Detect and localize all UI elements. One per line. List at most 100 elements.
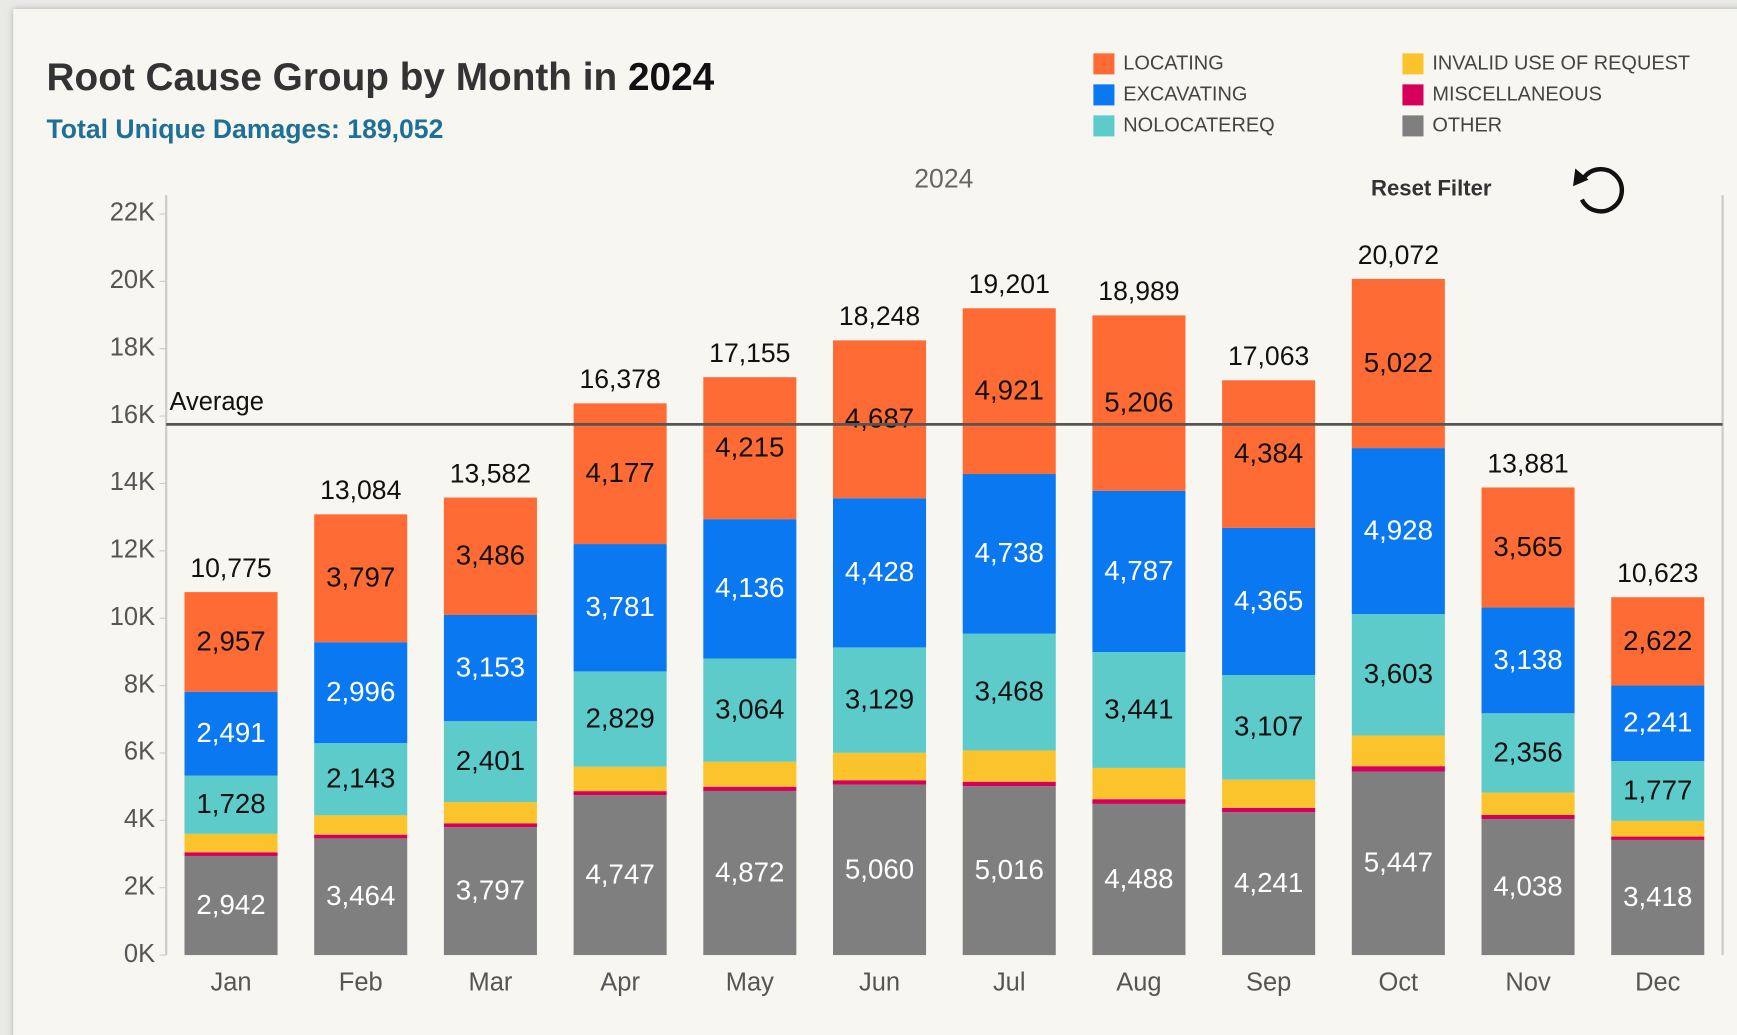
segment-label: 3,468 <box>975 675 1044 706</box>
bar-segment <box>1222 675 1316 780</box>
y-tick-label: 22K <box>110 199 155 227</box>
segment-label: 5,060 <box>845 853 914 884</box>
bar-segment <box>1481 607 1575 714</box>
bar-segment <box>1222 527 1316 676</box>
segment-label: 2,942 <box>196 889 265 920</box>
segment-label: 3,565 <box>1493 531 1562 562</box>
reset-label[interactable]: Reset Filter <box>1371 175 1492 200</box>
bar-segment <box>1092 490 1186 653</box>
bar-segment <box>1092 803 1186 956</box>
legend-swatch <box>1402 115 1424 137</box>
y-tick-label: 10K <box>110 603 155 631</box>
segment-label: 2,491 <box>196 717 265 748</box>
bar-segment <box>1351 771 1445 956</box>
segment-label: 4,921 <box>975 375 1044 406</box>
bar-segment <box>962 474 1056 634</box>
bar-segment <box>1481 792 1575 816</box>
y-tick-label: 4K <box>124 805 155 833</box>
x-tick-label: May <box>726 969 774 997</box>
segment-label: 4,428 <box>845 556 914 587</box>
bar-segment <box>833 647 927 753</box>
bar-segment <box>443 721 537 803</box>
y-tick-label: 18K <box>110 333 155 361</box>
segment-label: 5,022 <box>1364 347 1433 378</box>
segment-label: 4,687 <box>845 403 914 434</box>
segment-label: 3,797 <box>456 875 525 906</box>
x-tick-label: Jul <box>993 969 1026 997</box>
y-tick-label: 12K <box>110 536 155 564</box>
bar-segment <box>1481 713 1575 793</box>
total-label: 13,084 <box>320 475 401 505</box>
segment-label: 5,206 <box>1104 387 1173 418</box>
bar-segment <box>1611 820 1705 837</box>
y-tick-label: 16K <box>110 401 155 429</box>
bar-segment <box>962 308 1056 475</box>
bar-segment <box>184 775 278 834</box>
x-tick-label: Aug <box>1116 969 1161 997</box>
bar-segment <box>833 340 927 499</box>
total-label: 20,072 <box>1358 240 1439 270</box>
bar-segment <box>443 614 537 722</box>
bar-segment <box>573 671 667 767</box>
bar-segment <box>443 827 537 956</box>
bar-segment <box>1611 597 1705 686</box>
segment-label: 5,016 <box>975 854 1044 885</box>
segment-label: 4,177 <box>585 457 654 488</box>
bar-segment <box>962 786 1056 956</box>
segment-label: 2,356 <box>1493 736 1562 767</box>
reset-arrow[interactable] <box>1573 168 1589 187</box>
y-tick-label: 0K <box>124 940 155 968</box>
bar-segment <box>184 855 278 956</box>
segment-label: 3,064 <box>715 694 784 725</box>
segment-label: 2,996 <box>326 676 395 707</box>
total-label: 18,989 <box>1098 276 1179 306</box>
bar-segment <box>573 791 667 796</box>
average-label: Average <box>169 388 263 416</box>
legend-label: NOLOCATEREQ <box>1123 115 1274 137</box>
x-tick-label: Apr <box>600 969 640 997</box>
segment-label: 4,787 <box>1104 555 1173 586</box>
legend-label: INVALID USE OF REQUEST <box>1432 53 1690 75</box>
bar-segment <box>1611 761 1705 821</box>
segment-label: 2,957 <box>196 625 265 656</box>
segment-label: 4,384 <box>1234 438 1303 469</box>
bar-segment <box>573 766 667 792</box>
bar-segment <box>184 852 278 856</box>
y-tick-label: 6K <box>124 738 155 766</box>
bar-segment <box>1351 766 1445 772</box>
bar-segment <box>1222 807 1316 813</box>
segment-label: 4,738 <box>975 537 1044 568</box>
column-header: 2024 <box>914 164 973 194</box>
reset-filter[interactable]: Reset Filter <box>1371 167 1625 214</box>
reset-icon[interactable] <box>1579 167 1625 214</box>
segment-label: 1,728 <box>196 788 265 819</box>
x-tick-label: Feb <box>339 969 383 997</box>
bar-segment <box>573 795 667 956</box>
bar-segment <box>1611 839 1705 956</box>
bar-segment <box>1092 767 1186 800</box>
x-tick-label: Sep <box>1246 969 1291 997</box>
x-tick-label: Jun <box>859 969 900 997</box>
total-label: 17,155 <box>709 338 790 368</box>
bar-segment <box>1222 812 1316 956</box>
bar-segment <box>1611 685 1705 762</box>
legend-label: EXCAVATING <box>1123 84 1247 106</box>
legend-swatch <box>1093 84 1115 106</box>
title-text: Root Cause Group by Month in <box>47 56 618 99</box>
segment-label: 4,747 <box>585 859 654 890</box>
bar-segment <box>1092 315 1186 491</box>
total-label: 18,248 <box>839 301 920 331</box>
total-label: 13,582 <box>450 458 531 488</box>
segment-label: 5,447 <box>1364 847 1433 878</box>
total-label: 19,201 <box>969 269 1050 299</box>
bar-segment <box>1351 735 1445 767</box>
x-tick-label: Jan <box>210 969 251 997</box>
segment-label: 4,928 <box>1364 515 1433 546</box>
segment-label: 3,153 <box>456 652 525 683</box>
segment-label: 3,138 <box>1493 644 1562 675</box>
bar-segment <box>443 802 537 824</box>
segment-label: 3,797 <box>326 562 395 593</box>
bar-segment <box>703 377 797 520</box>
segment-label: 3,781 <box>585 591 654 622</box>
